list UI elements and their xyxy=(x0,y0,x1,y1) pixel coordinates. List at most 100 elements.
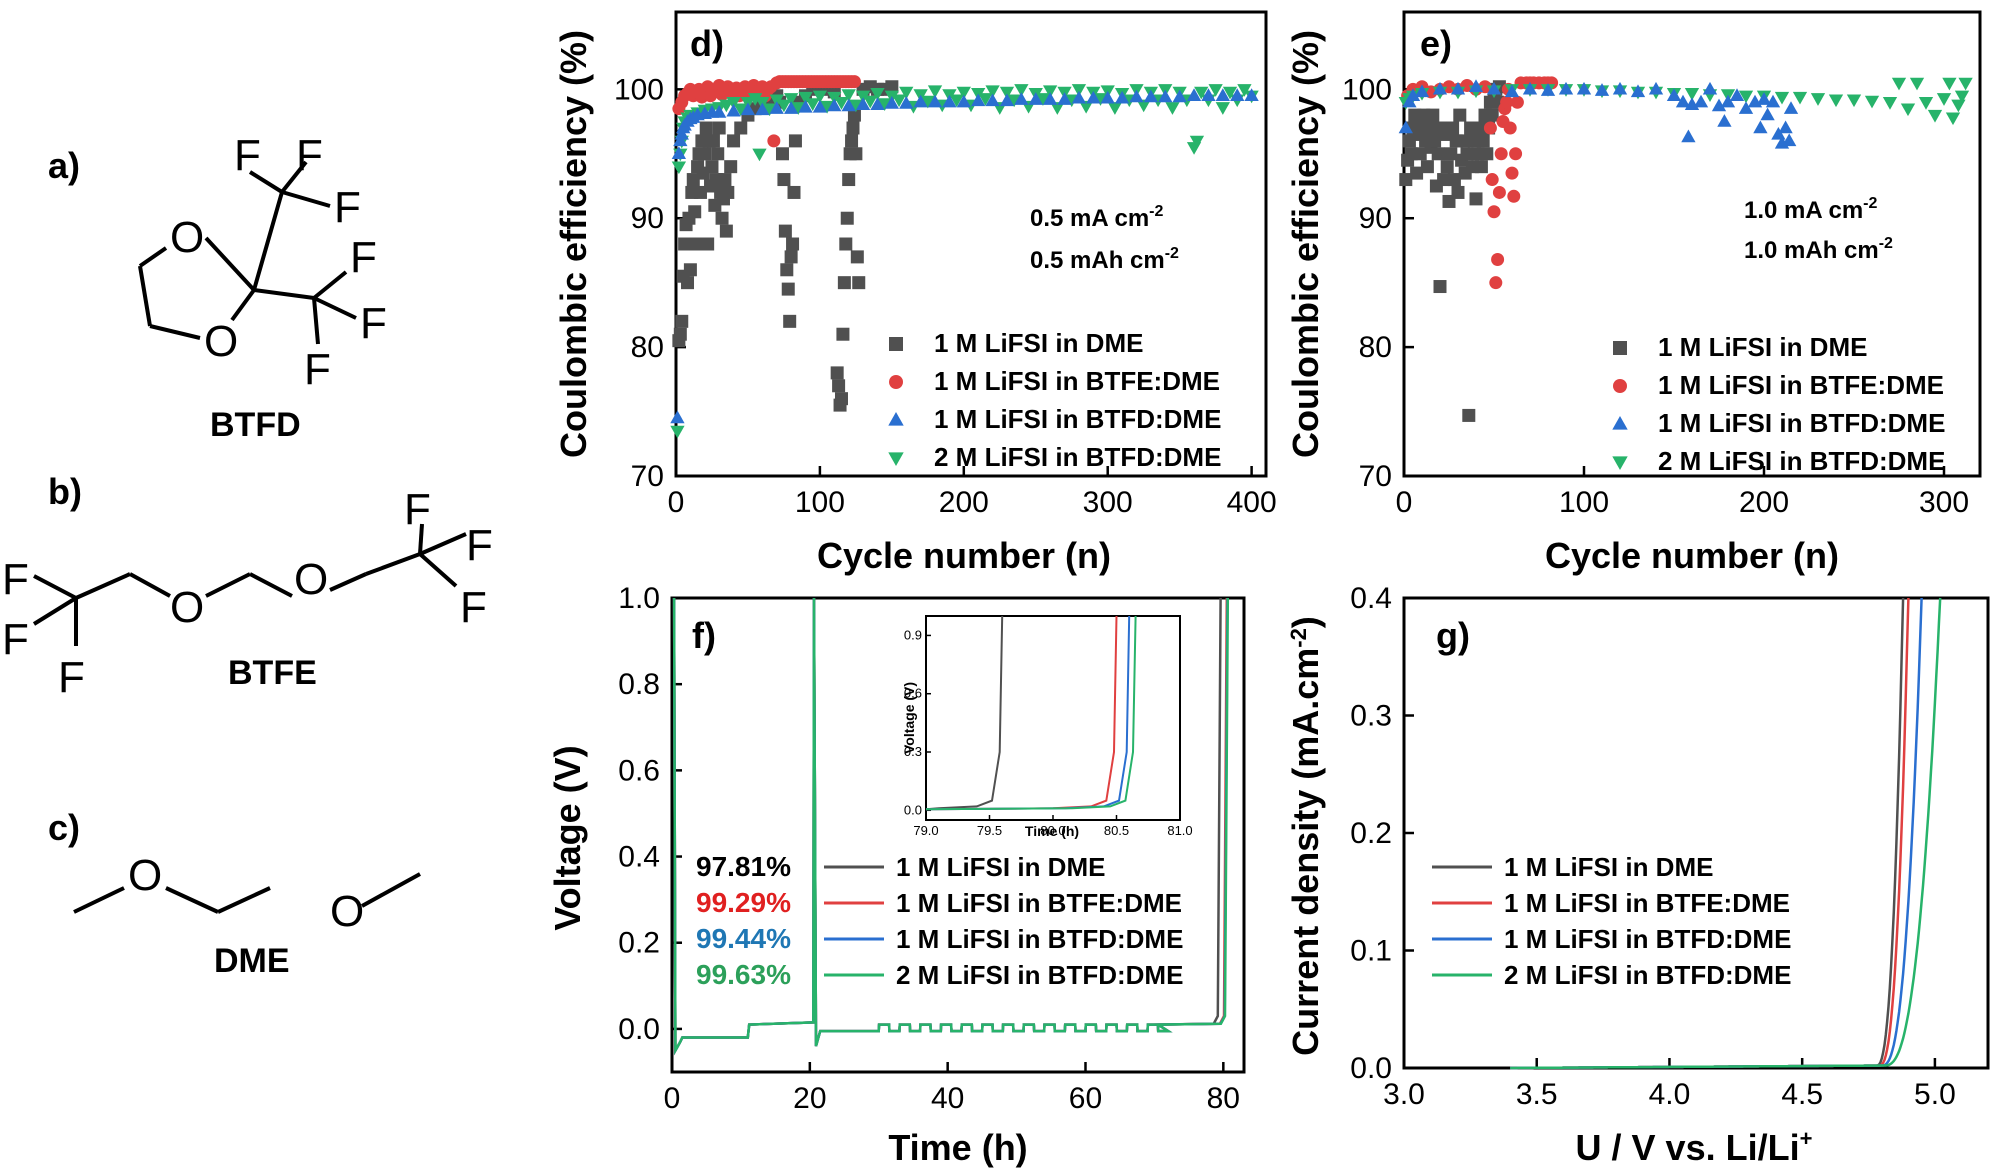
data-point xyxy=(786,237,800,251)
y-tick-label: 0.4 xyxy=(1350,582,1392,615)
x-tick-label: 200 xyxy=(1739,486,1789,519)
data-point xyxy=(827,98,842,112)
panel-f-curves xyxy=(672,597,1230,1056)
data-point xyxy=(1485,173,1499,187)
data-point xyxy=(827,91,842,105)
data-point xyxy=(712,105,727,118)
panel-e-annotation-1-sup: -2 xyxy=(1863,195,1877,212)
data-point xyxy=(670,410,685,424)
panel-g-ylabel-text: Current density (mA.cm xyxy=(1285,648,1326,1056)
data-point xyxy=(1774,91,1790,105)
data-point xyxy=(1594,83,1610,96)
y-tick-label: 0.1 xyxy=(1350,935,1392,968)
y-tick-label: 100 xyxy=(614,73,664,106)
data-point xyxy=(719,224,733,238)
x-tick-label: 79.0 xyxy=(913,823,938,838)
btfe-atom-f5: F xyxy=(466,521,493,570)
data-point xyxy=(812,99,828,113)
y-tick-label: 0.6 xyxy=(618,754,660,787)
data-point xyxy=(670,425,685,439)
ce-label: 97.81% xyxy=(696,851,791,882)
data-point xyxy=(850,250,864,264)
data-point xyxy=(780,263,794,277)
x-tick-label: 80.0 xyxy=(1040,823,1065,838)
data-point xyxy=(1414,84,1430,98)
data-point xyxy=(832,379,846,393)
x-tick-label: 0 xyxy=(1396,486,1413,519)
dme-name: DME xyxy=(214,942,290,980)
data-point xyxy=(733,103,748,117)
data-point xyxy=(1086,90,1101,104)
data-point xyxy=(942,94,957,108)
data-point xyxy=(724,160,738,174)
panel-letter-c: c) xyxy=(48,807,80,848)
data-point xyxy=(798,99,813,113)
data-point xyxy=(1398,120,1413,134)
data-point xyxy=(1014,92,1029,105)
panel-d-annotation-2: 0.5 mAh cm-2 xyxy=(1030,245,1179,274)
data-point xyxy=(1783,101,1799,114)
y-tick-label: 1.0 xyxy=(618,582,660,615)
legend-entry: 1 M LiFSI in BTFE:DME xyxy=(1504,888,1790,918)
data-point xyxy=(1071,90,1087,104)
panel-d-legend: 1 M LiFSI in DME 1 M LiFSI in BTFE:DME 1 M… xyxy=(888,328,1221,472)
data-point xyxy=(747,93,763,106)
panel-g-ticks: 3.0 3.5 4.0 4.5 5.0 0.0 0.1 0.2 0.3 0.4 xyxy=(1350,582,1955,1111)
data-point xyxy=(1014,84,1029,97)
data-point xyxy=(1738,90,1754,104)
data-point xyxy=(776,99,792,113)
data-point xyxy=(978,93,993,106)
btfd-atom-f2: F xyxy=(296,131,323,180)
data-point xyxy=(863,95,878,109)
data-point xyxy=(1936,93,1952,106)
data-point xyxy=(1760,107,1775,121)
data-point xyxy=(1612,81,1628,95)
data-point xyxy=(678,237,692,251)
data-point xyxy=(671,161,687,175)
data-point xyxy=(698,147,712,161)
data-point xyxy=(1456,134,1470,148)
data-point xyxy=(752,148,767,162)
data-point xyxy=(1507,189,1521,203)
molecule-btfd: a) O O F F F F F F BTFD xyxy=(48,131,387,444)
data-point xyxy=(1500,95,1514,109)
data-point xyxy=(839,237,853,251)
y-tick-label: 0.8 xyxy=(618,668,660,701)
data-point xyxy=(1071,84,1087,97)
data-point xyxy=(1927,109,1943,123)
data-point xyxy=(671,146,687,159)
data-point xyxy=(1503,121,1517,135)
data-point xyxy=(1720,94,1736,108)
data-point xyxy=(1954,90,1970,104)
data-point xyxy=(1447,173,1461,187)
series-line xyxy=(1510,597,1910,1070)
panel-e-annotation-1-text: 1.0 mA cm xyxy=(1744,197,1863,224)
data-point xyxy=(985,85,1000,99)
data-point xyxy=(787,185,801,199)
legend-entry: 2 M LiFSI in BTFD:DME xyxy=(1658,446,1945,476)
y-tick-label: 0.4 xyxy=(618,841,660,874)
x-tick-label: 3.0 xyxy=(1383,1078,1425,1111)
data-point xyxy=(1702,81,1718,95)
data-point xyxy=(805,98,820,111)
panel-d-annotation-1-sup: -2 xyxy=(1149,203,1163,220)
panel-d-ticks: 0 100 200 300 400 70 80 90 100 xyxy=(614,73,1277,519)
panel-e-annotation: 1.0 mA cm-2 1.0 mAh cm-2 xyxy=(1744,195,1893,264)
x-tick-label: 100 xyxy=(795,486,845,519)
data-point xyxy=(1028,92,1043,105)
data-point xyxy=(1480,147,1494,161)
x-tick-label: 60 xyxy=(1069,1082,1102,1115)
panel-f-ce-labels: 97.81% 99.29% 99.44% 99.63% xyxy=(696,851,791,990)
data-point xyxy=(1413,147,1427,161)
data-point xyxy=(1237,84,1252,97)
data-point xyxy=(830,366,844,380)
data-point xyxy=(1729,88,1745,101)
data-point xyxy=(870,88,885,101)
data-point xyxy=(841,98,856,112)
panel-g-ylabel-sup: -2 xyxy=(1286,628,1311,648)
data-point xyxy=(726,97,741,110)
data-point xyxy=(1462,408,1476,422)
data-point xyxy=(899,86,914,100)
dme-atom-o2: O xyxy=(330,887,364,936)
data-point xyxy=(1846,94,1862,108)
